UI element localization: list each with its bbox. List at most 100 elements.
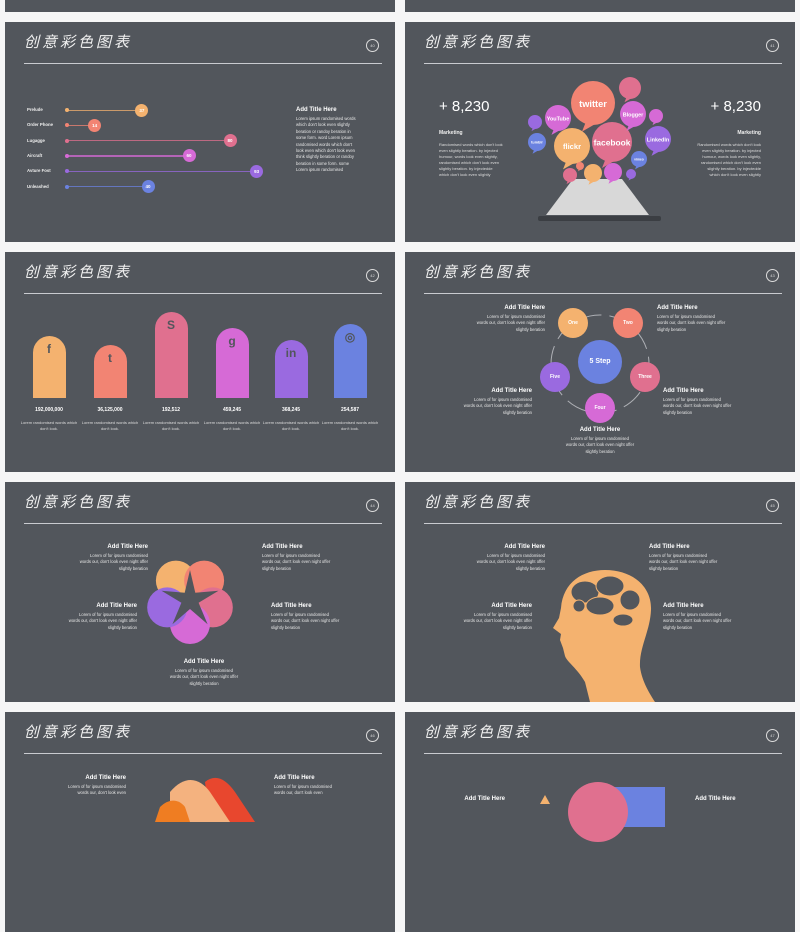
text-block: Add Title Here Lorem of for ipsum randomi…: [169, 659, 239, 687]
bar-start-dot: [64, 184, 69, 189]
speech-bubble-tail: [624, 96, 633, 103]
step-two[interactable]: Two: [613, 308, 643, 338]
text-block-body: Lorem of for ipsum randomised words our,…: [663, 612, 732, 630]
facebook-icon: f: [47, 342, 51, 356]
slide-44[interactable]: 创意彩色图表 44 Add Title Here Lorem of for ipsum…: [5, 482, 395, 702]
text-block-title: Add Title Here: [504, 305, 545, 311]
bar-value: 254,587: [340, 407, 360, 413]
text-block-title: Add Title Here: [464, 796, 505, 802]
speech-bubble-tail: [563, 160, 576, 170]
text-block: Add Title Here Lorem of for ipsum randomi…: [462, 603, 532, 631]
slide-number: 47: [766, 729, 779, 742]
slide-43[interactable]: 创意彩色图表 43 5 Step One Two Three Four Five Add Tit…: [405, 252, 795, 472]
bar-caption: Lorem randomised words which don't look.: [142, 420, 200, 431]
linkedin-icon: in: [285, 346, 297, 360]
speech-bubble: [571, 81, 615, 125]
text-block: Add Title Here Lorem of for ipsum randomi…: [657, 305, 727, 333]
slide-title: 创意彩色图表: [424, 493, 533, 511]
slide-title: 创意彩色图表: [24, 493, 133, 511]
speech-bubble: [592, 122, 632, 162]
stat-body: Randomised words which don't look even s…: [439, 142, 503, 177]
bar-track: [66, 170, 257, 172]
social-logo-blogger: Blogger: [623, 112, 644, 118]
slide-46[interactable]: 创意彩色图表 46 Add Title Here Lorem of for ipsum…: [5, 712, 395, 932]
text-block-title: Add Title Here: [183, 659, 225, 665]
ribbon-illustration: [155, 777, 255, 822]
title-divider: [424, 753, 782, 754]
bar-label: Order Phone: [27, 122, 54, 128]
slide-42[interactable]: 创意彩色图表 42 f 192,000,000 Lorem randomised wor…: [5, 252, 395, 472]
social-logo-flickr: flickr: [563, 142, 581, 151]
step-four[interactable]: Four: [585, 393, 615, 423]
stat-label: Marketing: [737, 130, 761, 136]
bar-value: 192,000,000: [35, 407, 63, 413]
brain-lobe: [585, 596, 615, 616]
bar-caption: Lorem randomised words which don't look.: [262, 420, 320, 431]
speech-bubble-tail: [566, 180, 572, 185]
speech-bubble: [649, 109, 663, 123]
text-block: Add Title Here Lorem of for ipsum randomi…: [649, 544, 719, 572]
instagram-icon: ◎: [344, 330, 356, 344]
slide-title: 创意彩色图表: [424, 33, 533, 51]
bar-linkedin: [274, 340, 308, 398]
text-block: Add Title Here Lorem of for ipsum randomi…: [663, 388, 733, 416]
bar-start-dot: [64, 123, 69, 128]
step-five[interactable]: Five: [540, 362, 570, 392]
text-block-body: Lorem of for ipsum randomised words our,…: [657, 314, 726, 332]
bar-value: 80: [223, 134, 237, 148]
bar-track: [66, 124, 95, 127]
bar-caption: Lorem randomised words which don't look.: [81, 420, 139, 431]
text-block-body: Lorem of for ipsum randomised words our,…: [68, 612, 137, 630]
slide-41[interactable]: 创意彩色图表 41 + 8,230 Marketing Randomised words…: [405, 22, 795, 242]
skype-icon: S: [166, 318, 175, 332]
slide-partial-top-left[interactable]: [5, 0, 395, 12]
text-block-body: Lorem of for ipsum randomised words our,…: [565, 436, 635, 454]
speech-bubble-tail: [578, 169, 581, 172]
text-block-title: Add Title Here: [107, 544, 148, 550]
slide-47[interactable]: 创意彩色图表 47 Add Title Here Add Title Here: [405, 712, 795, 932]
text-block-title: Add Title Here: [491, 603, 532, 609]
tablet-screen: [546, 179, 649, 215]
step-one[interactable]: One: [558, 308, 588, 338]
text-block: Add Title Here Lorem of for ipsum randomi…: [475, 305, 545, 333]
pink-circle: [568, 782, 628, 842]
social-logo-linkedin: LinkedIn: [647, 137, 669, 143]
social-logo-youtube: YouTube: [547, 116, 570, 122]
slide-number: 40: [366, 39, 379, 52]
text-block-body: Lorem of for ipsum randomised words our,…: [169, 668, 239, 686]
text-block: Add Title Here Lorem of for ipsum randomi…: [475, 544, 545, 572]
slide-40[interactable]: 创意彩色图表 40 Prelude 37 Order Phone 14 Lugagge 80 A…: [5, 22, 395, 242]
text-block-title: Add Title Here: [579, 427, 621, 433]
speech-bubble: [554, 128, 590, 164]
speech-bubble: [528, 115, 542, 129]
text-block-title: Add Title Here: [491, 388, 532, 394]
title-divider: [424, 63, 782, 64]
speech-bubble-tail: [532, 149, 539, 154]
title-divider: [24, 523, 382, 524]
slide-number: 43: [766, 269, 779, 282]
text-block-body: Lorem of for ipsum randomised words our,…: [476, 314, 545, 332]
center-circle: 5 Step: [578, 340, 622, 384]
speech-bubble-tail: [582, 120, 598, 132]
speech-bubble-tail: [531, 127, 537, 132]
text-block: Add Title Here Lorem ipsum randomised wor…: [296, 107, 358, 174]
step-three[interactable]: Three: [630, 362, 660, 392]
bar-start-dot: [64, 153, 69, 158]
stat-value: + 8,230: [710, 98, 761, 115]
google-icon: g: [228, 334, 236, 348]
bar-caption: Lorem randomised words which don't look.: [203, 420, 261, 431]
bar-value: 60: [182, 149, 196, 163]
slide-45[interactable]: 创意彩色图表 45 Add Title Here Lorem of for ipsum…: [405, 482, 795, 702]
speech-bubble: [645, 126, 671, 152]
text-block: Add Title Here Lorem of for ipsum randomi…: [274, 775, 344, 797]
bar-twitter: [93, 345, 127, 398]
speech-bubble: [576, 162, 584, 170]
brain-lobe: [619, 589, 641, 611]
bar-label: Unleashed: [27, 183, 49, 189]
speech-bubble-tail: [588, 180, 595, 185]
speech-bubble: [619, 77, 641, 99]
text-block-body: Lorem of for ipsum randomised words our,…: [649, 553, 718, 571]
slide-partial-top-right[interactable]: [405, 0, 795, 12]
shapes-illustration: [540, 782, 665, 842]
bar-track: [66, 140, 230, 142]
